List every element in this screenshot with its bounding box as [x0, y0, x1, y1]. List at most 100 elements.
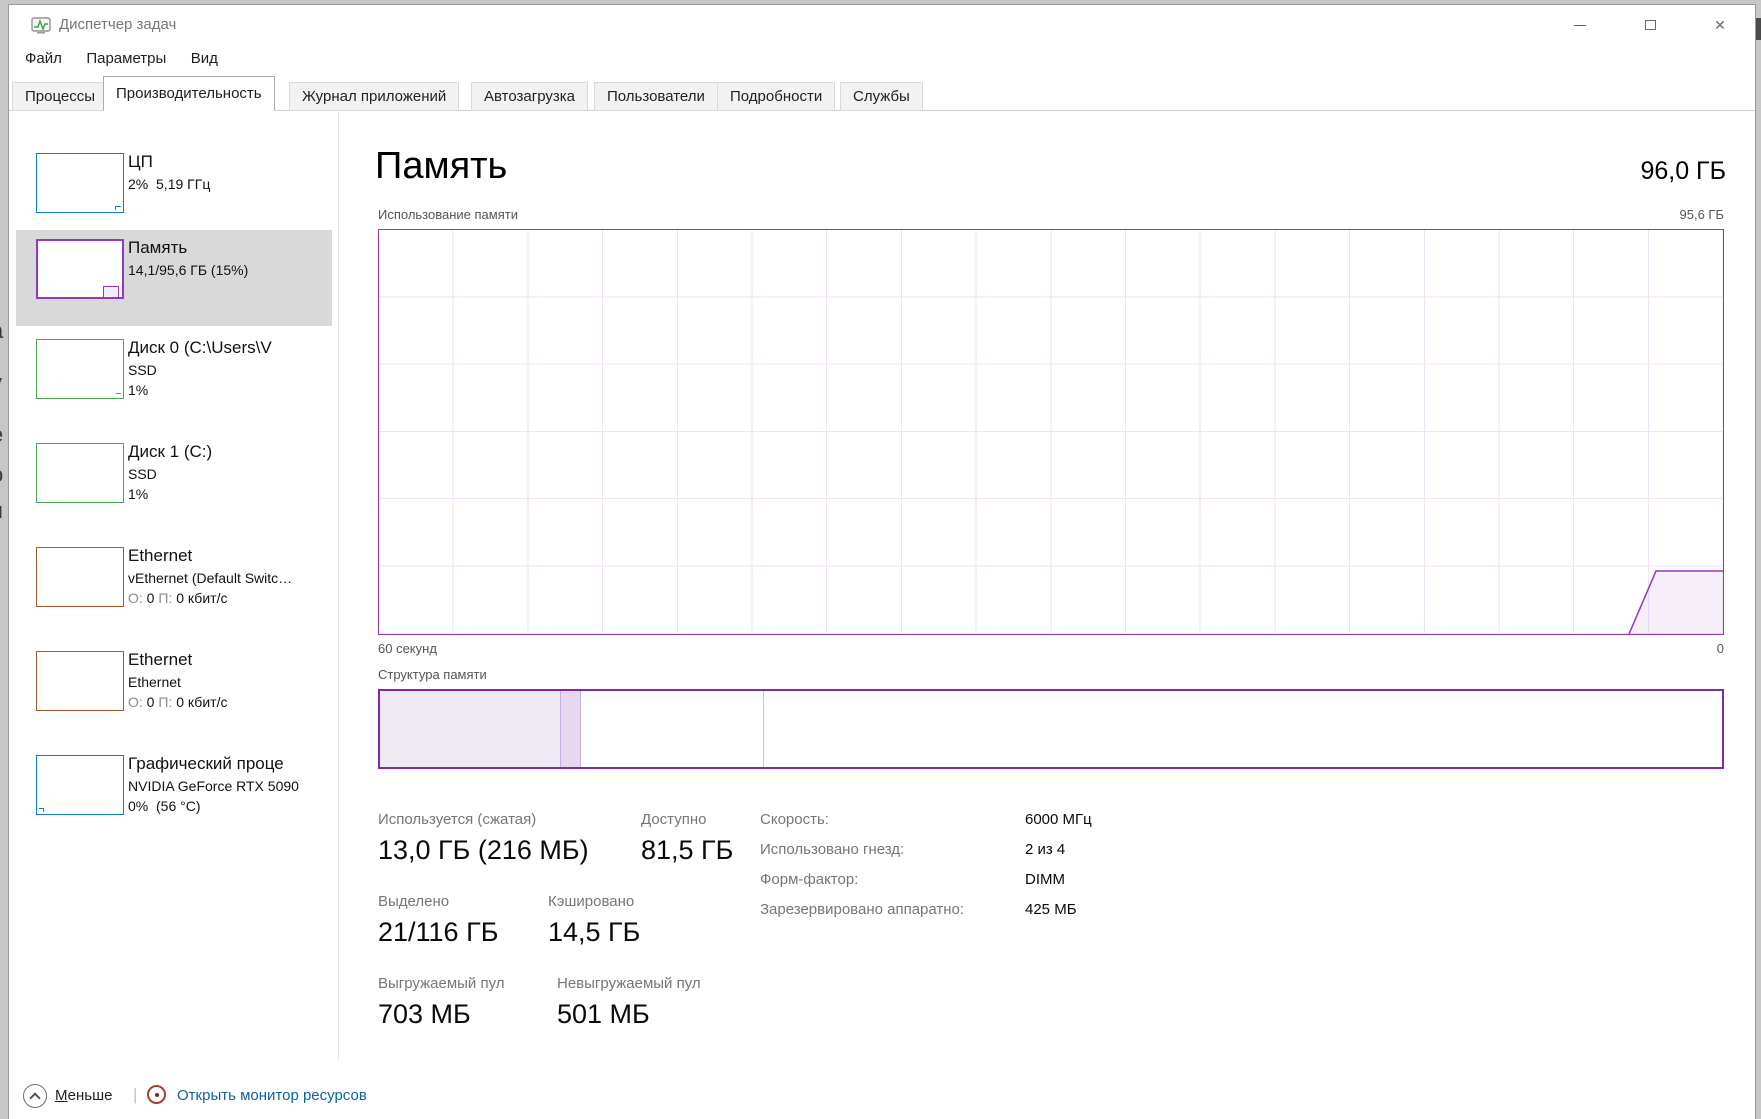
sidebar-item-title: Ethernet: [128, 650, 193, 669]
menu-file[interactable]: Файл: [25, 50, 62, 67]
backdrop-letter: о: [0, 462, 9, 488]
sidebar-item-memory[interactable]: Память 14,1/95,6 ГБ (15%): [16, 230, 332, 326]
sidebar-item-title: Диск 0 (C:\Users\V: [128, 338, 272, 357]
sidebar-item-sub: SSD: [128, 466, 157, 482]
sidebar-item-sub: vEthernet (Default Switc…: [128, 570, 293, 586]
stat-label: Скорость:: [760, 811, 829, 828]
stat-value: 21/116 ГБ: [378, 917, 499, 947]
menu-options[interactable]: Параметры: [86, 50, 167, 67]
maximize-button[interactable]: [1627, 9, 1673, 41]
tab-startup[interactable]: Автозагрузка: [471, 82, 588, 111]
backdrop-letter: у: [0, 370, 9, 396]
sidebar-item-title: ЦП: [128, 152, 153, 171]
stat-value: 81,5 ГБ: [641, 835, 734, 865]
sidebar-item-ethernet-2[interactable]: Ethernet Ethernet О: 0 П: 0 кбит/с: [16, 642, 332, 742]
title-bar[interactable]: Диспетчер задач ✕: [9, 5, 1755, 47]
stat-value: 425 МБ: [1025, 901, 1077, 918]
segment-modified: [561, 691, 582, 767]
stat-value: 14,5 ГБ: [548, 917, 641, 947]
segment-standby: [581, 691, 764, 767]
footer-divider: |: [133, 1085, 138, 1104]
chart-title: Использование памяти: [378, 207, 518, 222]
sidebar-item-title: Память: [128, 238, 188, 257]
backdrop-letter: е: [0, 422, 9, 448]
cpu-thumbnail: [36, 153, 124, 213]
memory-composition-bar: [378, 689, 1724, 769]
minimize-button[interactable]: [1557, 9, 1603, 41]
tab-processes[interactable]: Процессы: [12, 82, 109, 111]
close-button[interactable]: ✕: [1697, 9, 1743, 41]
collapse-button[interactable]: [23, 1084, 47, 1108]
tab-details[interactable]: Подробности: [717, 82, 836, 111]
menu-view[interactable]: Вид: [190, 50, 218, 67]
stat-label: Выгружаемый пул: [378, 975, 505, 992]
resource-monitor-icon: [147, 1085, 166, 1104]
segment-free: [763, 691, 1722, 767]
sidebar-item-disk1[interactable]: Диск 1 (C:) SSD 1%: [16, 434, 332, 534]
memory-thumbnail: [36, 239, 124, 299]
performance-sidebar: ЦП 2% 5,19 ГГц Память 14,1/95,6 ГБ (15%): [11, 112, 339, 1060]
sidebar-item-sub: Ethernet: [128, 674, 181, 690]
sidebar-item-disk0[interactable]: Диск 0 (C:\Users\V SSD 1%: [16, 330, 332, 430]
task-manager-icon: [31, 17, 51, 34]
stat-value: 13,0 ГБ (216 МБ): [378, 835, 589, 865]
menu-bar: Файл Параметры Вид: [9, 47, 1755, 73]
chart-footer-row: 60 секунд 0: [378, 641, 1724, 656]
backdrop-letter: а: [0, 318, 9, 344]
tab-performance[interactable]: Производительность: [103, 76, 275, 111]
segment-in-use: [380, 691, 562, 767]
stat-label: Кэшировано: [548, 893, 635, 910]
gpu-thumbnail: [36, 755, 124, 815]
stat-value: DIMM: [1025, 871, 1065, 888]
ethernet1-thumbnail: [36, 547, 124, 607]
stat-label: Форм-фактор:: [760, 871, 859, 888]
backdrop-window-edge: [1756, 18, 1761, 40]
chevron-up-icon: [29, 1092, 41, 1104]
tab-services[interactable]: Службы: [840, 82, 923, 111]
tab-users[interactable]: Пользователи: [594, 82, 718, 111]
tab-strip: Процессы Производительность Журнал прило…: [9, 75, 1755, 111]
ethernet2-thumbnail: [36, 651, 124, 711]
sidebar-item-gpu[interactable]: Графический проце NVIDIA GeForce RTX 509…: [16, 746, 332, 846]
memory-composition-title: Структура памяти: [378, 667, 487, 682]
memory-total-value: 96,0 ГБ: [1640, 157, 1726, 185]
open-resource-monitor-link[interactable]: Открыть монитор ресурсов: [177, 1087, 367, 1104]
memory-usage-series: [1628, 570, 1723, 634]
stat-value: 501 МБ: [557, 999, 650, 1029]
memory-usage-chart: [378, 229, 1724, 635]
sidebar-item-cpu[interactable]: ЦП 2% 5,19 ГГц: [16, 144, 332, 230]
disk1-thumbnail: [36, 443, 124, 503]
stat-label: Доступно: [641, 811, 707, 828]
stat-label: Невыгружаемый пул: [557, 975, 701, 992]
stat-value: 703 МБ: [378, 999, 471, 1029]
footer-bar: Меньше | Открыть монитор ресурсов: [9, 1077, 1755, 1119]
sidebar-item-title: Графический проце: [128, 754, 284, 773]
tab-app-history[interactable]: Журнал приложений: [289, 82, 460, 111]
chart-max-label: 95,6 ГБ: [1679, 207, 1724, 222]
chart-header-row: Использование памяти 95,6 ГБ: [378, 207, 1724, 222]
sidebar-item-sub: 0% (56 °C): [128, 798, 201, 814]
sidebar-item-sub: 1%: [128, 486, 149, 502]
sidebar-item-ethernet-1[interactable]: Ethernet vEthernet (Default Switc… О: 0 …: [16, 538, 332, 638]
sidebar-item-sub: 14,1/95,6 ГБ (15%): [128, 262, 249, 278]
disk0-thumbnail: [36, 339, 124, 399]
stat-label: Используется (сжатая): [378, 811, 537, 828]
sidebar-item-net-stats: О: 0 П: 0 кбит/с: [128, 590, 228, 606]
sidebar-item-net-stats: О: 0 П: 0 кбит/с: [128, 694, 228, 710]
disk-mini-graph-icon: [116, 393, 121, 396]
stat-label: Выделено: [378, 893, 450, 910]
task-manager-window: Диспетчер задач ✕ Файл Параметры Вид Про…: [8, 4, 1756, 1119]
stat-value: 6000 МГц: [1025, 811, 1092, 828]
close-icon: ✕: [1714, 16, 1726, 33]
stat-label: Использовано гнезд:: [760, 841, 905, 858]
time-axis-zero: 0: [1716, 641, 1724, 656]
sidebar-item-sub: NVIDIA GeForce RTX 5090: [128, 778, 299, 794]
stat-label: Зарезервировано аппаратно:: [760, 901, 965, 918]
time-axis-label: 60 секунд: [378, 641, 437, 656]
stat-value: 2 из 4: [1025, 841, 1066, 858]
less-details-button[interactable]: Меньше: [55, 1087, 113, 1104]
sidebar-item-sub: SSD: [128, 362, 157, 378]
maximize-icon: [1644, 20, 1656, 30]
cpu-mini-graph-icon: [115, 206, 121, 210]
window-title: Диспетчер задач: [59, 16, 177, 33]
